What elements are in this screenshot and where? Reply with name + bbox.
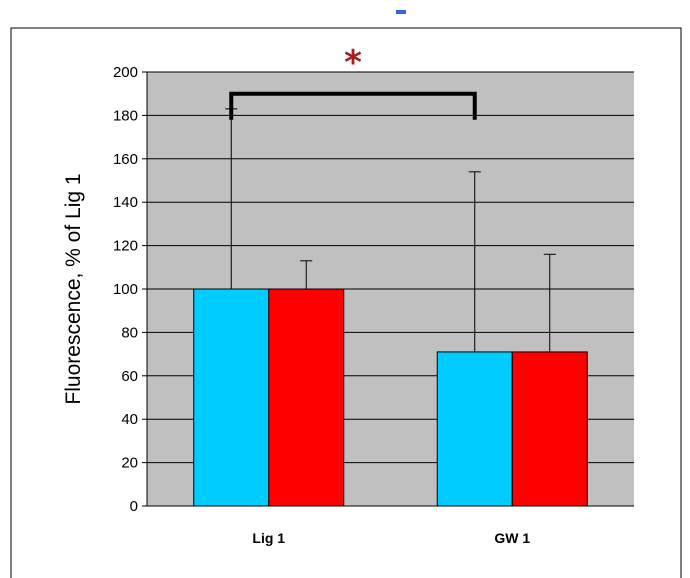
y-axis-title: Fluorescence, % of Lig 1 (62, 173, 85, 404)
bar-gw-1-1 (511, 351, 588, 507)
significance-star: * (344, 43, 362, 83)
bar-lig-1-1 (268, 288, 345, 507)
top-marker (396, 10, 406, 14)
y-tick-label: 40 (121, 411, 138, 428)
y-tick-label: 200 (113, 64, 138, 81)
y-tick-label: 180 (113, 107, 138, 124)
bracket-line (229, 91, 477, 120)
y-tick-label: 100 (113, 281, 138, 298)
x-category-label: GW 1 (494, 530, 530, 546)
y-tick-label: 160 (113, 151, 138, 168)
bar-gw-1-0 (436, 351, 513, 507)
error-bars (225, 108, 556, 352)
significance-bracket (229, 91, 477, 120)
x-categories: Lig 1 GW 1 (252, 530, 530, 546)
y-tick-label: 80 (121, 324, 138, 341)
y-tick-label: 20 (121, 455, 138, 472)
x-category-label: Lig 1 (252, 530, 285, 546)
y-tick-label: 120 (113, 238, 138, 255)
bar-lig-1-0 (193, 288, 270, 507)
y-tick-label: 140 (113, 194, 138, 211)
y-ticks: 0 20 40 60 80 100 120 140 160 180 200 (113, 64, 147, 515)
bars (193, 288, 588, 507)
y-tick-label: 0 (130, 498, 138, 515)
y-tick-label: 60 (121, 368, 138, 385)
